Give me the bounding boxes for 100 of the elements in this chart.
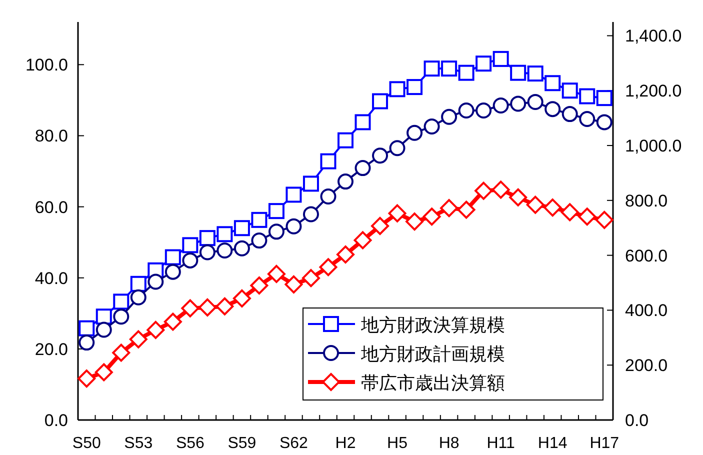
y-tick-label: 100.0 [25,56,68,75]
point [286,218,302,234]
point [527,66,544,82]
point [112,344,130,362]
y2-tick-label: 1,000.0 [625,136,682,156]
point [441,60,458,77]
point [474,182,493,200]
legend-label: 地方財政決算規模 [360,315,505,335]
point [406,212,424,231]
point [372,93,388,110]
x-tick-label: H8 [438,435,460,452]
point [234,240,250,256]
point [560,203,579,222]
point [510,64,526,81]
point [492,50,509,67]
point [562,106,578,122]
point [302,269,320,288]
point [406,124,423,141]
y-tick-label: 80.0 [34,126,68,146]
x-tick-label: S50 [72,435,101,452]
point [458,64,474,81]
point [354,114,371,130]
point [284,275,303,294]
point [130,289,146,306]
point [199,244,216,260]
y2-tick-label: 200.0 [625,356,668,376]
point [458,102,474,118]
point [164,312,182,331]
point [129,330,148,348]
y2-tick-label: 600.0 [625,246,668,266]
point [216,242,233,258]
y-tick-label: 20.0 [34,340,68,359]
y2-tick-label: 800.0 [625,191,668,210]
point [267,264,286,283]
point [302,176,319,192]
point [130,276,146,292]
x-tick-label: H17 [590,435,620,452]
point [441,108,458,125]
point [302,206,319,222]
point [492,180,510,199]
point [354,231,372,250]
point [198,298,216,316]
point [579,88,596,104]
point [113,308,130,325]
point [526,196,544,214]
x-tick-label: H5 [387,435,408,452]
point [338,132,354,148]
point [199,230,216,246]
point [250,276,268,295]
point [544,101,561,118]
point [389,140,406,156]
point [354,160,371,176]
y-tick-label: 40.0 [34,268,68,288]
x-tick-label: H2 [335,435,356,452]
point [596,90,612,106]
x-tick-label: H14 [538,435,568,452]
point [148,274,164,290]
point [578,208,596,226]
point [579,111,596,128]
point [164,264,181,280]
point [527,94,544,110]
y2-tick-label: 400.0 [625,301,668,320]
legend-label: 地方財政計画規模 [360,344,505,364]
y2-tick-label: 0.0 [625,411,649,430]
point [182,237,198,254]
point [544,75,561,92]
point [562,82,578,99]
point [371,216,390,235]
point [268,203,284,220]
point [424,118,440,134]
point [216,297,234,316]
y2-tick-label: 1,200.0 [625,82,682,101]
point [457,200,476,219]
point [94,363,113,382]
point [146,320,165,339]
point [113,294,130,310]
point [96,322,112,338]
point [424,60,440,77]
point [372,148,388,164]
point [320,188,336,204]
x-tick-label: S53 [124,435,153,452]
point [544,198,562,217]
point [164,249,181,266]
point [596,114,612,130]
x-tick-label: H11 [486,435,515,452]
point [510,96,526,112]
point [232,289,251,308]
point [268,224,284,240]
point [251,232,268,249]
x-tick-label: S62 [279,435,308,452]
point [406,79,423,96]
point [595,210,614,229]
point [234,220,250,236]
point [338,174,354,190]
point [319,258,338,276]
x-tick-label: S56 [176,435,205,452]
point [78,320,95,336]
y2-tick-label: 1,400.0 [625,26,682,46]
point [181,299,200,318]
point [492,98,509,114]
